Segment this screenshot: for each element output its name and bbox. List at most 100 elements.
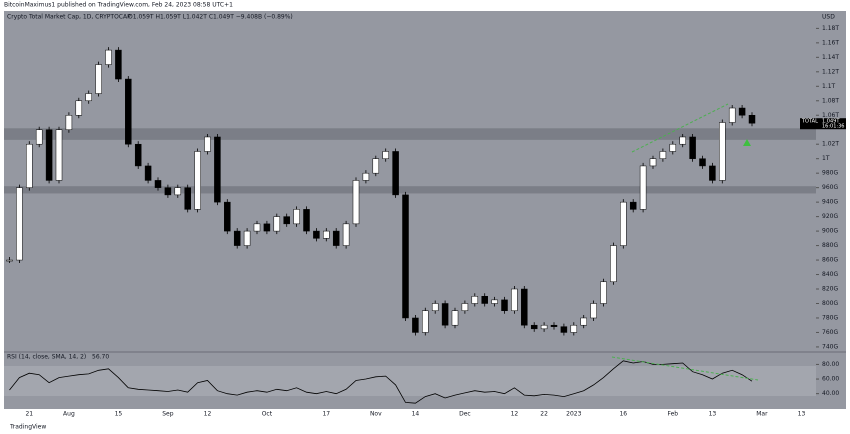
y-tick-label: 740G <box>822 343 838 350</box>
candle <box>709 165 716 181</box>
candle <box>461 303 469 311</box>
last-price: 1.049T <box>822 119 840 125</box>
x-tick-label: 22 <box>540 411 548 418</box>
x-tick-label: Feb <box>667 411 678 418</box>
y-tick-label: 780G <box>822 314 838 321</box>
candle <box>649 158 657 167</box>
x-tick-label: 13 <box>709 411 717 418</box>
candle <box>441 303 449 326</box>
price-axis <box>816 11 846 409</box>
candle <box>293 209 300 225</box>
rsi-band <box>4 366 816 396</box>
y-tick-label: 940G <box>822 199 838 206</box>
y-tick-label: 860G <box>822 257 838 264</box>
candle <box>719 122 726 181</box>
candle <box>451 310 459 326</box>
support-zone <box>4 186 816 194</box>
footer: TradingView <box>9 424 46 431</box>
x-tick-label: 12 <box>204 411 212 418</box>
candle <box>511 288 518 311</box>
candle <box>362 172 370 181</box>
y-tick-label: 1.18T <box>822 25 839 32</box>
candle <box>273 216 281 232</box>
x-tick-label: 15 <box>115 411 123 418</box>
candle <box>521 288 528 326</box>
support-zone <box>4 128 816 140</box>
candle <box>689 136 696 159</box>
candle <box>679 136 686 145</box>
candle <box>590 303 597 319</box>
y-tick-label: 800G <box>822 300 838 307</box>
x-tick-label: Dec <box>459 411 471 418</box>
plot-area <box>4 11 816 409</box>
chart-title: Crypto Total Market Cap, 1D, CRYPTOCAP <box>7 14 131 21</box>
last-price-box <box>800 118 846 130</box>
candle <box>26 143 33 188</box>
y-tick-label: 1T <box>822 155 830 162</box>
x-tick-label: 16 <box>619 411 627 418</box>
candle <box>105 49 112 65</box>
candle <box>412 317 419 333</box>
candle <box>184 187 191 210</box>
candle <box>164 187 172 196</box>
candle <box>382 151 389 159</box>
y-tick-label: 760G <box>822 329 838 336</box>
candle <box>243 230 251 246</box>
candle <box>629 201 637 210</box>
y-tick-label: 920G <box>822 213 838 220</box>
candle <box>471 296 479 304</box>
y-tick-label: 1.14T <box>822 54 839 61</box>
rsi-title: RSI (14, close, SMA, 14, 2) <box>7 354 86 361</box>
candle <box>530 324 538 330</box>
ohlc: O1.059T H1.059T L1.042T C1.049T −9.408B … <box>128 14 293 21</box>
candle <box>620 201 627 246</box>
y-tick-label: 1.08T <box>822 97 839 104</box>
y-tick-label: 1.02T <box>822 141 839 148</box>
y-tick-label: 960G <box>822 184 838 191</box>
candle <box>194 151 201 210</box>
candle <box>16 187 23 261</box>
x-tick-label: 14 <box>412 411 420 418</box>
candle <box>422 310 429 333</box>
y-tick-label: 1.12T <box>822 68 839 75</box>
candle <box>115 49 122 80</box>
candle <box>224 201 231 232</box>
candle <box>699 158 706 167</box>
candle <box>75 100 83 116</box>
candle <box>323 230 330 239</box>
candle <box>233 230 241 246</box>
candle <box>45 129 53 181</box>
y-tick-label: 60.00 <box>822 376 839 383</box>
candle <box>639 165 647 210</box>
candle <box>214 136 221 203</box>
candle <box>659 151 667 159</box>
candle <box>372 158 380 174</box>
trend-line <box>631 103 729 153</box>
candle <box>95 64 102 94</box>
candle <box>204 136 211 152</box>
candle <box>303 209 310 232</box>
axis-unit: USD <box>822 14 835 21</box>
candle <box>253 223 261 232</box>
candle <box>65 115 73 130</box>
x-tick-label: Nov <box>370 411 382 418</box>
y-tick-label: 840G <box>822 271 838 278</box>
x-tick-label: 21 <box>25 411 33 418</box>
x-tick-label: Mar <box>756 411 768 418</box>
candle <box>550 324 558 327</box>
candle <box>560 326 568 333</box>
candle <box>125 78 132 145</box>
y-tick-label: 880G <box>822 242 838 249</box>
x-tick-label: 17 <box>322 411 330 418</box>
up-arrow <box>743 139 751 146</box>
candle <box>352 180 360 225</box>
x-tick-label: Sep <box>162 411 174 418</box>
candle <box>154 180 162 188</box>
rsi-line <box>9 360 753 404</box>
candle <box>610 245 617 283</box>
candle <box>600 281 607 304</box>
candle <box>342 223 350 246</box>
candle <box>392 151 399 196</box>
publisher: BitcoinMaximus1 published on TradingView… <box>4 2 233 9</box>
